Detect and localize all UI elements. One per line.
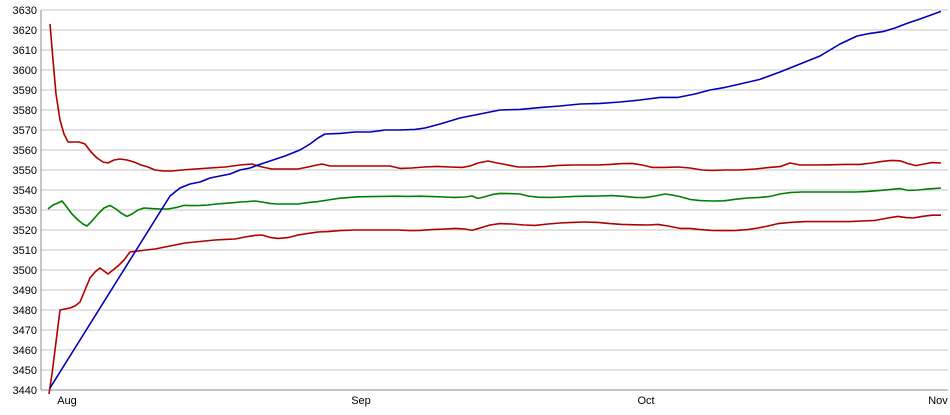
y-tick-label: 3470 [13,325,37,337]
y-tick-label: 3480 [13,305,37,317]
y-tick-label: 3610 [13,45,37,57]
x-tick-label: Nov [928,395,948,407]
y-tick-label: 3520 [13,225,37,237]
y-tick-label: 3440 [13,385,37,397]
y-tick-label: 3460 [13,345,37,357]
y-tick-label: 3510 [13,245,37,257]
series-green-line [47,187,942,227]
y-tick-label: 3620 [13,25,37,37]
series-red-lower-line [48,214,941,395]
y-tick-label: 3540 [13,185,37,197]
y-tick-label: 3550 [13,165,37,177]
y-tick-label: 3580 [13,105,37,117]
y-tick-label: 3590 [13,85,37,97]
y-tick-label: 3570 [13,125,37,137]
series-blue-line [49,10,942,389]
y-tick-label: 3450 [13,365,37,377]
y-tick-label: 3630 [13,5,37,17]
y-tick-label: 3490 [13,285,37,297]
y-tick-label: 3530 [13,205,37,217]
series-red-upper-line [49,23,942,172]
y-tick-label: 3600 [13,65,37,77]
x-tick-label: Aug [57,395,77,407]
y-tick-label: 3560 [13,145,37,157]
x-tick-label: Sep [351,395,371,407]
y-tick-label: 3500 [13,265,37,277]
x-tick-label: Oct [637,395,654,407]
